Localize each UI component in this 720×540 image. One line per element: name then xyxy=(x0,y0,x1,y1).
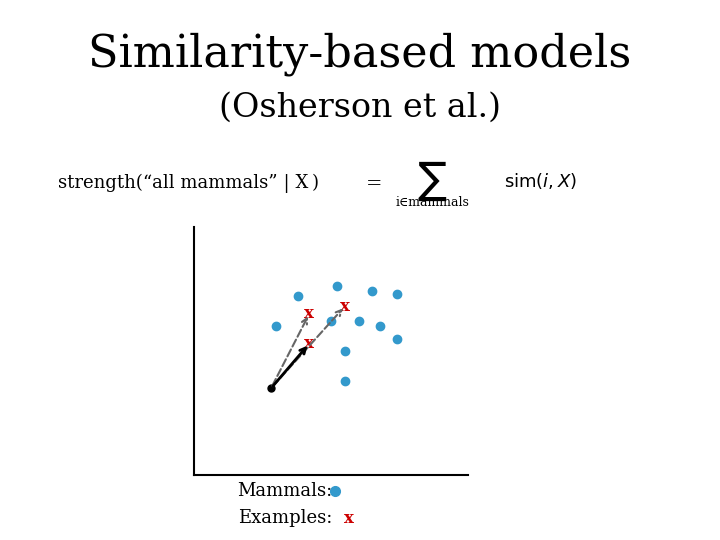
Text: Examples:: Examples: xyxy=(238,509,332,528)
Text: x: x xyxy=(305,305,314,322)
Text: i∈mammals: i∈mammals xyxy=(395,196,469,209)
Text: x: x xyxy=(340,298,350,315)
Text: strength(“all mammals” | X ): strength(“all mammals” | X ) xyxy=(58,174,319,193)
Text: Similarity-based models: Similarity-based models xyxy=(89,32,631,76)
Text: x: x xyxy=(344,510,354,527)
Text: x: x xyxy=(305,335,314,352)
Text: (Osherson et al.): (Osherson et al.) xyxy=(219,92,501,124)
Text: =: = xyxy=(366,174,382,193)
Text: Mammals:: Mammals: xyxy=(238,482,333,501)
Text: $\mathrm{sim}(i, X)$: $\mathrm{sim}(i, X)$ xyxy=(504,171,577,191)
Text: $\sum$: $\sum$ xyxy=(417,159,447,202)
